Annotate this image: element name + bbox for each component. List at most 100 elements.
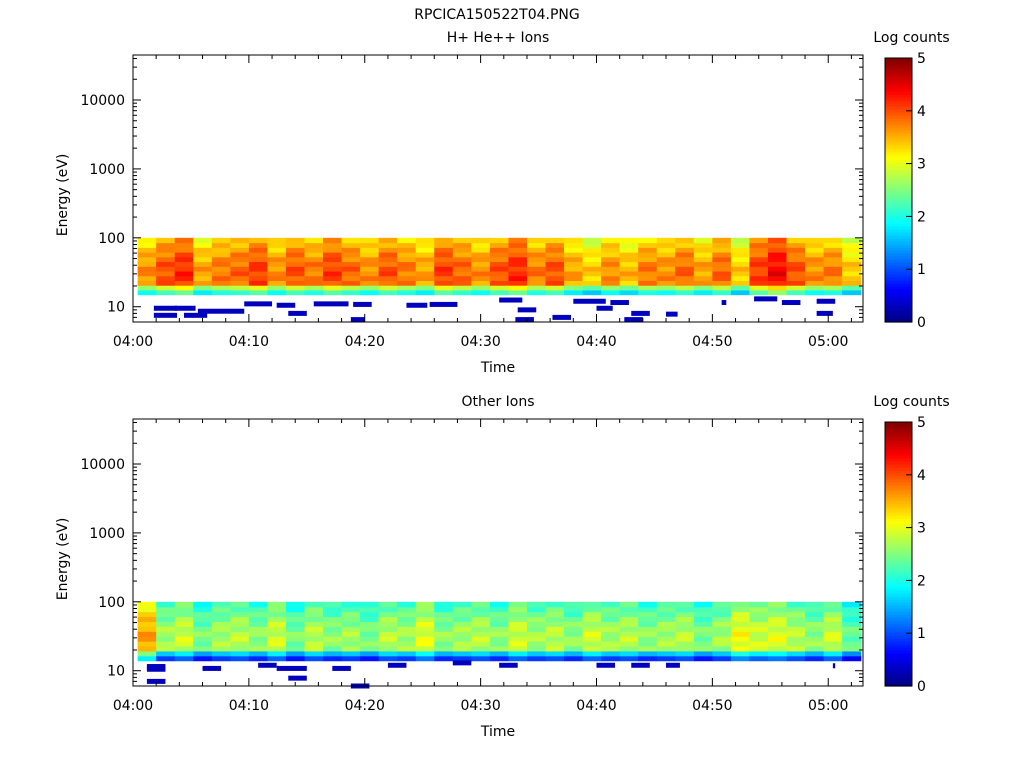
spectrogram-cell	[304, 621, 324, 627]
spectrogram-cell	[489, 636, 510, 642]
spectrogram-column	[638, 601, 658, 662]
spectrogram-cell	[601, 641, 621, 647]
spectrogram-cell	[786, 247, 806, 253]
spectrogram-cell	[656, 626, 676, 632]
spectrogram-cell	[434, 280, 454, 286]
spectrogram-cell	[601, 280, 621, 286]
spectrogram-cell	[285, 289, 306, 296]
x-tick-label: 04:30	[460, 698, 500, 714]
spectrogram-column	[452, 237, 472, 296]
spectrogram-cell	[656, 280, 676, 286]
colorbar-segment	[885, 491, 912, 495]
spectrogram-cell	[489, 626, 510, 632]
colorbar-segment	[885, 301, 912, 305]
low-count-fragment	[515, 317, 534, 323]
spectrogram-column	[767, 601, 788, 662]
spectrogram-cell	[248, 650, 269, 657]
spectrogram-cell	[415, 266, 435, 272]
spectrogram-cell	[601, 270, 621, 277]
spectrogram-cell	[508, 616, 528, 623]
spectrogram-cell	[471, 636, 491, 642]
spectrogram-cell	[805, 252, 825, 258]
low-count-fragment	[499, 662, 518, 668]
spectrogram-cell	[767, 285, 788, 291]
spectrogram-cell	[267, 242, 287, 248]
spectrogram-cell	[730, 636, 751, 642]
spectrogram-cell	[174, 275, 194, 281]
spectrogram-cell	[842, 645, 862, 652]
spectrogram-cell	[730, 621, 751, 627]
spectrogram-cell	[267, 650, 287, 657]
spectrogram-cell	[693, 626, 713, 632]
spectrogram-cell	[526, 261, 547, 267]
spectrogram-cell	[341, 285, 361, 291]
spectrogram-cell	[378, 636, 398, 642]
y-axis-label: Energy (eV)	[55, 154, 71, 237]
spectrogram-cell	[767, 641, 788, 647]
spectrogram-cell	[415, 237, 435, 244]
spectrogram-cell	[749, 636, 769, 642]
colorbar-segment	[885, 277, 912, 281]
spectrogram-cell	[415, 655, 435, 662]
spectrogram-cell	[415, 616, 435, 623]
spectrogram-cell	[582, 289, 602, 296]
colorbar-segment	[885, 280, 912, 284]
spectrogram-cell	[786, 616, 806, 623]
spectrogram-cell	[564, 636, 584, 642]
spectrogram-cell	[749, 650, 769, 657]
spectrogram-cell	[601, 636, 621, 642]
colorbar-segment	[885, 133, 912, 137]
spectrogram-cell	[230, 252, 250, 258]
spectrogram-cell	[805, 242, 825, 248]
spectrogram-cell	[211, 252, 231, 258]
spectrogram-cell	[656, 606, 676, 613]
spectrogram-cell	[156, 252, 176, 258]
spectrogram-cell	[248, 270, 269, 277]
spectrogram-cell	[749, 611, 769, 618]
spectrogram-cell	[582, 266, 602, 272]
spectrogram-cell	[823, 611, 843, 618]
colorbar-segment	[885, 250, 912, 254]
spectrogram-cell	[248, 636, 269, 642]
spectrogram-column	[805, 601, 825, 662]
spectrogram-cell	[230, 621, 250, 627]
spectrogram-cell	[267, 252, 287, 258]
spectrogram-cell	[397, 606, 417, 613]
spectrogram-cell	[397, 261, 417, 267]
colorbar-segment	[885, 271, 912, 275]
spectrogram-cell	[693, 242, 713, 248]
spectrogram-cell	[638, 650, 658, 657]
spectrogram-cell	[452, 275, 472, 281]
spectrogram-column	[193, 237, 213, 296]
spectrogram-cell	[397, 655, 417, 662]
spectrogram-cell	[823, 280, 843, 286]
spectrogram-cell	[378, 261, 398, 267]
spectrogram-cell	[767, 275, 788, 281]
spectrogram-cell	[193, 641, 213, 647]
spectrogram-cell	[638, 601, 658, 608]
spectrogram-cell	[545, 636, 565, 642]
spectrogram-cell	[619, 636, 639, 642]
colorbar-segment	[885, 88, 912, 92]
spectrogram-cell	[248, 616, 269, 623]
spectrogram-cell	[193, 252, 213, 258]
spectrogram-cell	[156, 270, 176, 277]
spectrogram-column	[508, 601, 528, 662]
spectrogram-cell	[193, 247, 213, 253]
spectrogram-cell	[193, 266, 213, 272]
low-count-fragment	[197, 308, 245, 314]
spectrogram-cell	[842, 275, 862, 281]
spectrogram-cell	[285, 261, 306, 267]
spectrogram-cell	[471, 611, 491, 618]
spectrogram-cell	[823, 242, 843, 248]
spectrogram-cell	[786, 261, 806, 267]
spectrogram-cell	[842, 601, 862, 608]
colorbar-frame	[884, 421, 913, 687]
colorbar-segment	[885, 638, 912, 642]
spectrogram-cell	[452, 280, 472, 286]
colorbar-segment	[885, 103, 912, 107]
spectrogram-cell	[730, 242, 751, 248]
spectrogram-cell	[619, 256, 639, 263]
spectrogram-cell	[434, 621, 454, 627]
spectrogram-cell	[805, 606, 825, 613]
